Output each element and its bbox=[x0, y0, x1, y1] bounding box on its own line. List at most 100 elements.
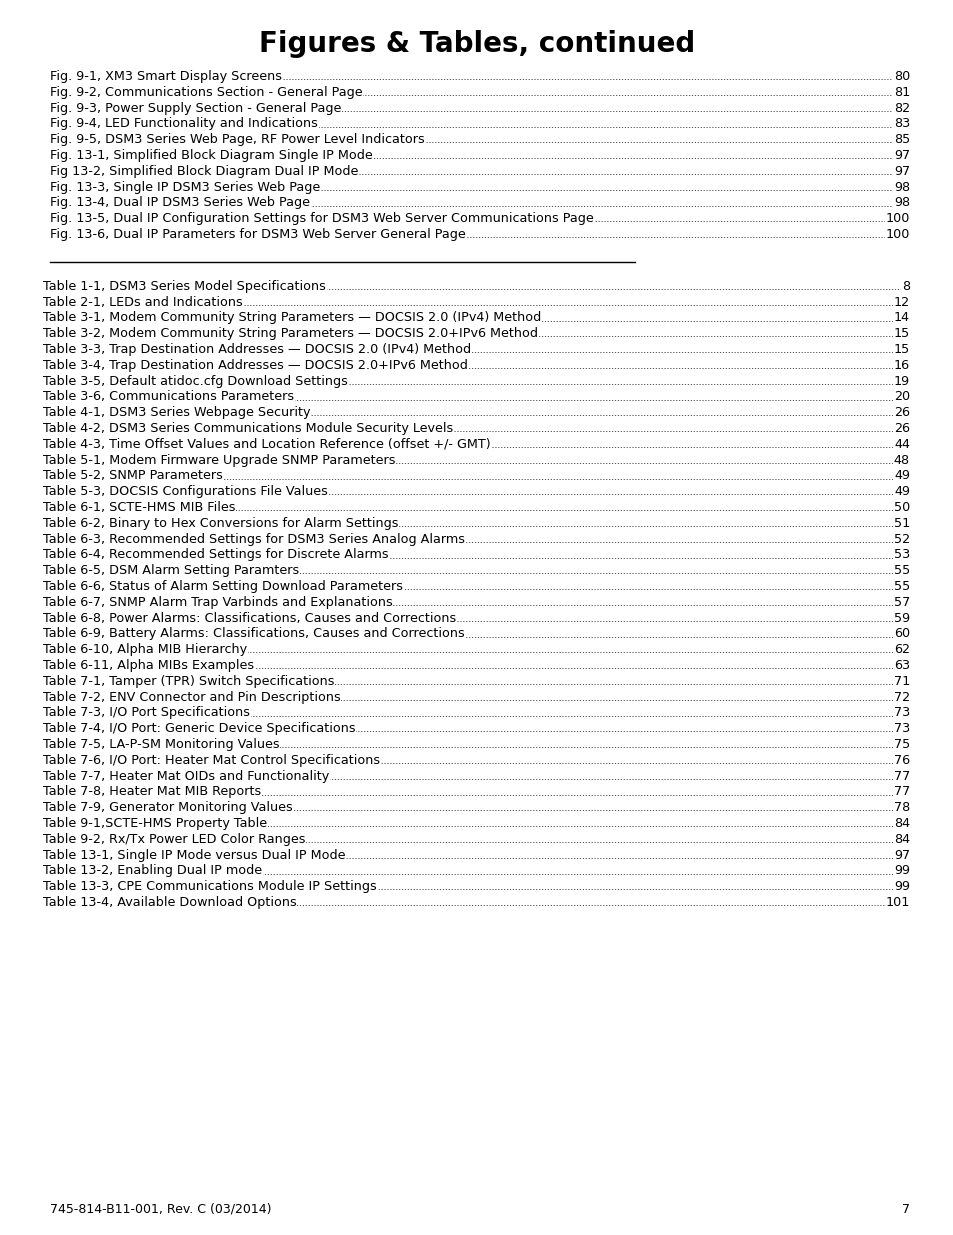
Text: 76: 76 bbox=[893, 753, 909, 767]
Text: Table 7-6, I/O Port: Heater Mat Control Specifications: Table 7-6, I/O Port: Heater Mat Control … bbox=[43, 753, 379, 767]
Text: Table 7-3, I/O Port Specifications: Table 7-3, I/O Port Specifications bbox=[43, 706, 250, 720]
Text: Fig 13-2, Simplified Block Diagram Dual IP Mode: Fig 13-2, Simplified Block Diagram Dual … bbox=[50, 164, 358, 178]
Text: Table 5-1, Modem Firmware Upgrade SNMP Parameters: Table 5-1, Modem Firmware Upgrade SNMP P… bbox=[43, 453, 395, 467]
Text: 55: 55 bbox=[893, 564, 909, 577]
Text: Fig. 9-2, Communications Section - General Page: Fig. 9-2, Communications Section - Gener… bbox=[50, 85, 362, 99]
Text: 44: 44 bbox=[893, 437, 909, 451]
Text: 49: 49 bbox=[893, 469, 909, 483]
Text: Table 6-4, Recommended Settings for Discrete Alarms: Table 6-4, Recommended Settings for Disc… bbox=[43, 548, 388, 562]
Text: Table 7-8, Heater Mat MIB Reports: Table 7-8, Heater Mat MIB Reports bbox=[43, 785, 261, 798]
Text: Table 7-8, Heater Mat MIB Reports: Table 7-8, Heater Mat MIB Reports bbox=[43, 785, 261, 798]
Text: 73: 73 bbox=[893, 706, 909, 720]
Text: Table 3-1, Modem Community String Parameters — DOCSIS 2.0 (IPv4) Method: Table 3-1, Modem Community String Parame… bbox=[43, 311, 540, 325]
Text: 57: 57 bbox=[893, 595, 909, 609]
Text: 78: 78 bbox=[893, 802, 909, 814]
Text: Fig. 9-5, DSM3 Series Web Page, RF Power Level Indicators: Fig. 9-5, DSM3 Series Web Page, RF Power… bbox=[50, 133, 424, 146]
Text: Table 6-10, Alpha MIB Hierarchy: Table 6-10, Alpha MIB Hierarchy bbox=[43, 643, 247, 656]
Text: 75: 75 bbox=[893, 739, 909, 751]
Text: Table 13-3, CPE Communications Module IP Settings: Table 13-3, CPE Communications Module IP… bbox=[43, 881, 376, 893]
Text: 97: 97 bbox=[893, 164, 909, 178]
Text: Fig. 13-6, Dual IP Parameters for DSM3 Web Server General Page: Fig. 13-6, Dual IP Parameters for DSM3 W… bbox=[50, 228, 465, 241]
Text: 73: 73 bbox=[893, 722, 909, 735]
Text: 49: 49 bbox=[893, 485, 909, 498]
Text: Table 3-4, Trap Destination Addresses — DOCSIS 2.0+IPv6 Method: Table 3-4, Trap Destination Addresses — … bbox=[43, 359, 467, 372]
Text: 50: 50 bbox=[893, 501, 909, 514]
Text: Table 13-1, Single IP Mode versus Dual IP Mode: Table 13-1, Single IP Mode versus Dual I… bbox=[43, 848, 345, 862]
Text: Table 4-1, DSM3 Series Webpage Security: Table 4-1, DSM3 Series Webpage Security bbox=[43, 406, 310, 419]
Text: 19: 19 bbox=[893, 374, 909, 388]
Text: Table 9-1,SCTE-HMS Property Table: Table 9-1,SCTE-HMS Property Table bbox=[43, 818, 267, 830]
Text: 63: 63 bbox=[893, 659, 909, 672]
Text: Table 6-10, Alpha MIB Hierarchy: Table 6-10, Alpha MIB Hierarchy bbox=[43, 643, 247, 656]
Text: Table 5-2, SNMP Parameters: Table 5-2, SNMP Parameters bbox=[43, 469, 223, 483]
Text: Table 7-5, LA-P-SM Monitoring Values: Table 7-5, LA-P-SM Monitoring Values bbox=[43, 739, 279, 751]
Text: 75: 75 bbox=[893, 739, 909, 751]
Text: Fig. 13-4, Dual IP DSM3 Series Web Page: Fig. 13-4, Dual IP DSM3 Series Web Page bbox=[50, 196, 310, 210]
Text: 99: 99 bbox=[893, 864, 909, 877]
Text: Fig. 13-4, Dual IP DSM3 Series Web Page: Fig. 13-4, Dual IP DSM3 Series Web Page bbox=[50, 196, 310, 210]
Text: 82: 82 bbox=[893, 101, 909, 115]
Text: 77: 77 bbox=[893, 769, 909, 783]
Text: Table 9-2, Rx/Tx Power LED Color Ranges: Table 9-2, Rx/Tx Power LED Color Ranges bbox=[43, 832, 305, 846]
Text: 75: 75 bbox=[893, 739, 909, 751]
Text: 77: 77 bbox=[893, 785, 909, 798]
Text: Fig. 13-1, Simplified Block Diagram Single IP Mode: Fig. 13-1, Simplified Block Diagram Sing… bbox=[50, 149, 373, 162]
Text: Table 13-1, Single IP Mode versus Dual IP Mode: Table 13-1, Single IP Mode versus Dual I… bbox=[43, 848, 345, 862]
Text: 81: 81 bbox=[893, 85, 909, 99]
Text: Fig. 13-3, Single IP DSM3 Series Web Page: Fig. 13-3, Single IP DSM3 Series Web Pag… bbox=[50, 180, 320, 194]
Text: Fig. 9-5, DSM3 Series Web Page, RF Power Level Indicators: Fig. 9-5, DSM3 Series Web Page, RF Power… bbox=[50, 133, 424, 146]
Text: 83: 83 bbox=[893, 117, 909, 131]
Text: 97: 97 bbox=[893, 164, 909, 178]
Text: Table 3-6, Communications Parameters: Table 3-6, Communications Parameters bbox=[43, 390, 294, 404]
Text: Table 6-4, Recommended Settings for Discrete Alarms: Table 6-4, Recommended Settings for Disc… bbox=[43, 548, 388, 562]
Text: 12: 12 bbox=[893, 295, 909, 309]
Text: Table 5-1, Modem Firmware Upgrade SNMP Parameters: Table 5-1, Modem Firmware Upgrade SNMP P… bbox=[43, 453, 395, 467]
Text: Table 5-2, SNMP Parameters: Table 5-2, SNMP Parameters bbox=[43, 469, 223, 483]
Text: 49: 49 bbox=[893, 469, 909, 483]
Text: 101: 101 bbox=[884, 897, 909, 909]
Text: 15: 15 bbox=[893, 327, 909, 340]
Text: Fig. 13-1, Simplified Block Diagram Single IP Mode: Fig. 13-1, Simplified Block Diagram Sing… bbox=[50, 149, 373, 162]
Text: 98: 98 bbox=[893, 180, 909, 194]
Text: 50: 50 bbox=[893, 501, 909, 514]
Text: 81: 81 bbox=[893, 85, 909, 99]
Text: 71: 71 bbox=[893, 674, 909, 688]
Text: Table 6-2, Binary to Hex Conversions for Alarm Settings: Table 6-2, Binary to Hex Conversions for… bbox=[43, 516, 398, 530]
Text: Table 3-5, Default atidoc.cfg Download Settings: Table 3-5, Default atidoc.cfg Download S… bbox=[43, 374, 348, 388]
Text: Table 13-2, Enabling Dual IP mode: Table 13-2, Enabling Dual IP mode bbox=[43, 864, 262, 877]
Text: Table 6-6, Status of Alarm Setting Download Parameters: Table 6-6, Status of Alarm Setting Downl… bbox=[43, 580, 402, 593]
Text: Table 7-4, I/O Port: Generic Device Specifications: Table 7-4, I/O Port: Generic Device Spec… bbox=[43, 722, 355, 735]
Text: 76: 76 bbox=[893, 753, 909, 767]
Text: Table 7-1, Tamper (TPR) Switch Specifications: Table 7-1, Tamper (TPR) Switch Specifica… bbox=[43, 674, 335, 688]
Text: 84: 84 bbox=[893, 832, 909, 846]
Text: 77: 77 bbox=[893, 785, 909, 798]
Text: Table 6-8, Power Alarms: Classifications, Causes and Corrections: Table 6-8, Power Alarms: Classifications… bbox=[43, 611, 456, 625]
Text: Table 3-6, Communications Parameters: Table 3-6, Communications Parameters bbox=[43, 390, 294, 404]
Text: 84: 84 bbox=[893, 818, 909, 830]
Text: 98: 98 bbox=[893, 196, 909, 210]
Text: Table 6-9, Battery Alarms: Classifications, Causes and Corrections: Table 6-9, Battery Alarms: Classificatio… bbox=[43, 627, 464, 641]
Text: 73: 73 bbox=[893, 706, 909, 720]
Text: Table 6-11, Alpha MIBs Examples: Table 6-11, Alpha MIBs Examples bbox=[43, 659, 253, 672]
Text: 101: 101 bbox=[884, 897, 909, 909]
Text: 20: 20 bbox=[893, 390, 909, 404]
Text: Fig 13-2, Simplified Block Diagram Dual IP Mode: Fig 13-2, Simplified Block Diagram Dual … bbox=[50, 164, 358, 178]
Text: 51: 51 bbox=[893, 516, 909, 530]
Text: 59: 59 bbox=[893, 611, 909, 625]
Text: 49: 49 bbox=[893, 469, 909, 483]
Text: Table 6-6, Status of Alarm Setting Download Parameters: Table 6-6, Status of Alarm Setting Downl… bbox=[43, 580, 402, 593]
Text: 97: 97 bbox=[893, 848, 909, 862]
Text: Fig. 9-4, LED Functionality and Indications: Fig. 9-4, LED Functionality and Indicati… bbox=[50, 117, 317, 131]
Text: Table 7-6, I/O Port: Heater Mat Control Specifications: Table 7-6, I/O Port: Heater Mat Control … bbox=[43, 753, 379, 767]
Text: 63: 63 bbox=[893, 659, 909, 672]
Text: Table 7-9, Generator Monitoring Values: Table 7-9, Generator Monitoring Values bbox=[43, 802, 293, 814]
Text: 53: 53 bbox=[893, 548, 909, 562]
Text: 71: 71 bbox=[893, 674, 909, 688]
Text: 101: 101 bbox=[884, 897, 909, 909]
Text: Table 3-3, Trap Destination Addresses — DOCSIS 2.0 (IPv4) Method: Table 3-3, Trap Destination Addresses — … bbox=[43, 343, 471, 356]
Text: Table 3-2, Modem Community String Parameters — DOCSIS 2.0+IPv6 Method: Table 3-2, Modem Community String Parame… bbox=[43, 327, 537, 340]
Text: Table 7-6, I/O Port: Heater Mat Control Specifications: Table 7-6, I/O Port: Heater Mat Control … bbox=[43, 753, 379, 767]
Text: Table 6-2, Binary to Hex Conversions for Alarm Settings: Table 6-2, Binary to Hex Conversions for… bbox=[43, 516, 398, 530]
Text: 15: 15 bbox=[893, 343, 909, 356]
Text: Table 5-3, DOCSIS Configurations File Values: Table 5-3, DOCSIS Configurations File Va… bbox=[43, 485, 328, 498]
